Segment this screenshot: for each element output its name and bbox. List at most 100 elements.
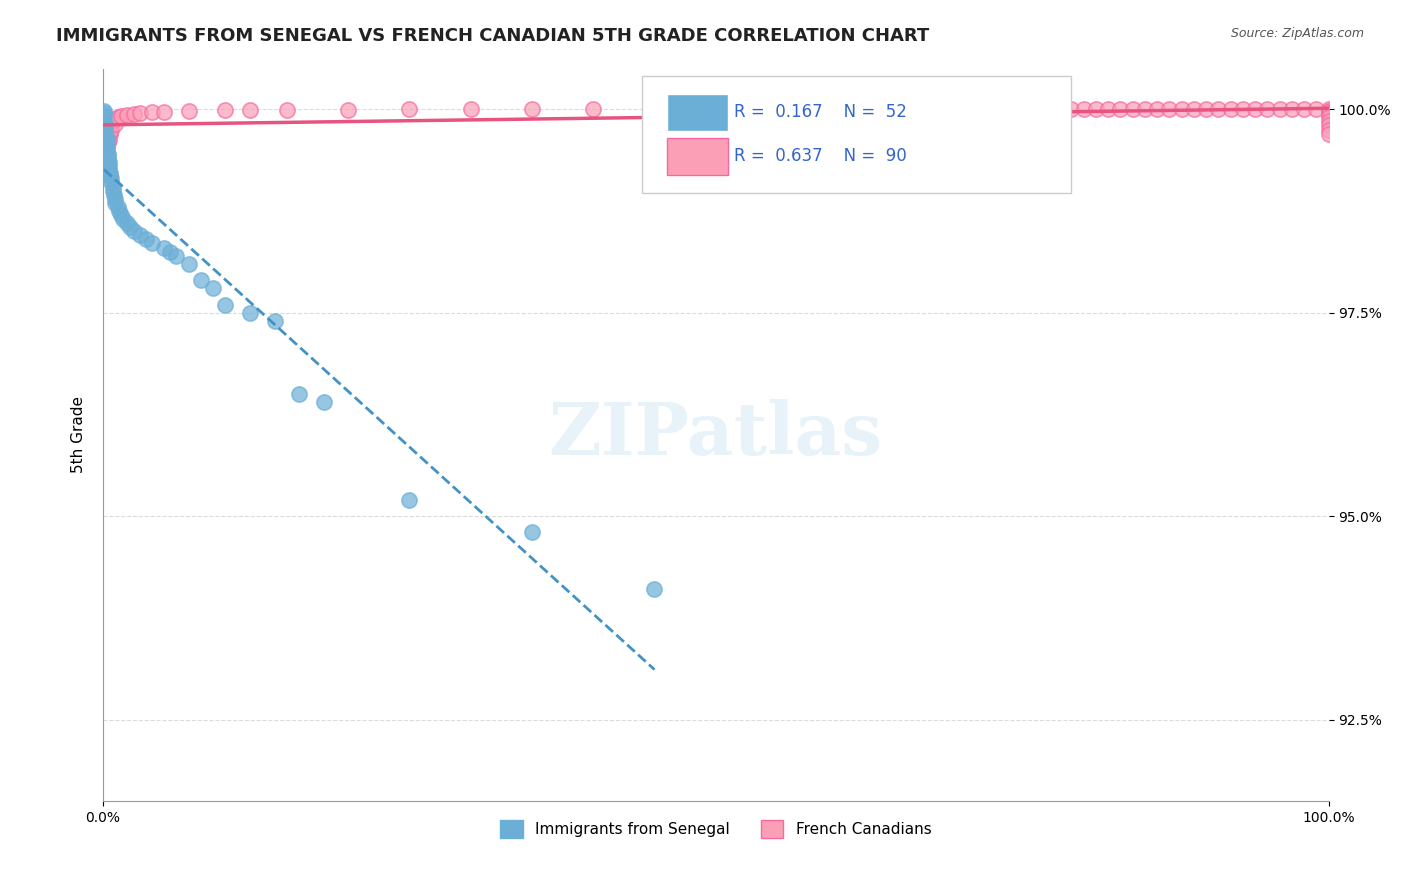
Point <box>96 130 118 145</box>
Point <box>94 128 117 143</box>
Point <box>98 133 121 147</box>
Point <box>100 122 122 136</box>
Point <box>100 171 122 186</box>
Point <box>101 179 124 194</box>
Point <box>96 136 118 151</box>
Point <box>93 119 115 133</box>
Point <box>94 138 117 153</box>
Point <box>128 106 150 120</box>
Point <box>1047 102 1070 116</box>
Point <box>460 102 482 116</box>
Point <box>1317 127 1340 141</box>
Point <box>520 525 543 540</box>
Point <box>93 103 115 118</box>
Point <box>96 141 118 155</box>
Point <box>398 492 420 507</box>
Point <box>141 236 163 251</box>
Point <box>263 314 285 328</box>
Point <box>159 244 181 259</box>
Point <box>135 232 157 246</box>
Point <box>117 216 139 230</box>
Point <box>827 102 849 116</box>
Point <box>398 102 420 116</box>
Point <box>1011 102 1033 116</box>
Point <box>288 387 311 401</box>
Point <box>141 105 163 120</box>
Point <box>766 102 789 116</box>
Point <box>1159 102 1181 116</box>
Point <box>98 169 121 183</box>
Point <box>863 102 886 116</box>
Point <box>177 103 200 118</box>
Point <box>925 102 948 116</box>
Point <box>97 149 120 163</box>
Text: R =  0.637    N =  90: R = 0.637 N = 90 <box>734 147 907 165</box>
Point <box>111 212 134 227</box>
Point <box>214 297 236 311</box>
Y-axis label: 5th Grade: 5th Grade <box>72 396 86 473</box>
Point <box>93 109 115 123</box>
Point <box>97 153 120 167</box>
Point <box>98 128 121 143</box>
Point <box>110 109 132 123</box>
Point <box>1182 102 1205 116</box>
Point <box>912 102 935 116</box>
Point <box>1317 102 1340 116</box>
Point <box>107 200 129 214</box>
Point <box>101 114 124 128</box>
Point <box>98 166 121 180</box>
Point <box>1133 102 1156 116</box>
Point <box>1035 102 1057 116</box>
Point <box>643 582 665 597</box>
Point <box>94 128 117 143</box>
Point <box>1317 114 1340 128</box>
Point <box>276 103 298 117</box>
FancyBboxPatch shape <box>643 76 1071 193</box>
Point <box>1317 119 1340 133</box>
Point <box>214 103 236 117</box>
Point <box>190 273 212 287</box>
Point <box>104 195 127 210</box>
Point <box>104 117 127 131</box>
Point <box>582 102 605 116</box>
Point <box>1084 102 1107 116</box>
Point <box>1170 102 1192 116</box>
Point <box>97 127 120 141</box>
Point <box>97 147 120 161</box>
Legend: Immigrants from Senegal, French Canadians: Immigrants from Senegal, French Canadian… <box>494 814 938 845</box>
Point <box>1109 102 1132 116</box>
Point <box>165 249 187 263</box>
Point <box>98 122 121 136</box>
Point <box>107 111 129 125</box>
Point <box>1281 102 1303 116</box>
Point <box>704 102 727 116</box>
Point <box>1122 102 1144 116</box>
Point <box>153 104 176 119</box>
Point <box>93 135 115 149</box>
Point <box>94 122 117 136</box>
Point <box>118 220 141 235</box>
Point <box>98 163 121 178</box>
Point <box>108 203 131 218</box>
Point <box>239 305 262 319</box>
Point <box>110 208 132 222</box>
Point <box>643 102 665 116</box>
Point <box>337 103 360 117</box>
Point <box>94 133 117 147</box>
Point <box>96 135 118 149</box>
Point <box>98 155 121 169</box>
Point <box>94 119 117 133</box>
Point <box>1317 122 1340 136</box>
Point <box>103 187 125 202</box>
Point <box>117 108 139 122</box>
Point <box>1317 103 1340 118</box>
Point <box>1219 102 1241 116</box>
Point <box>1073 102 1095 116</box>
Point <box>104 112 127 126</box>
Point <box>93 114 115 128</box>
Point <box>889 102 911 116</box>
Point <box>1305 102 1327 116</box>
Point <box>852 102 875 116</box>
Point <box>974 102 997 116</box>
Point <box>1317 111 1340 125</box>
